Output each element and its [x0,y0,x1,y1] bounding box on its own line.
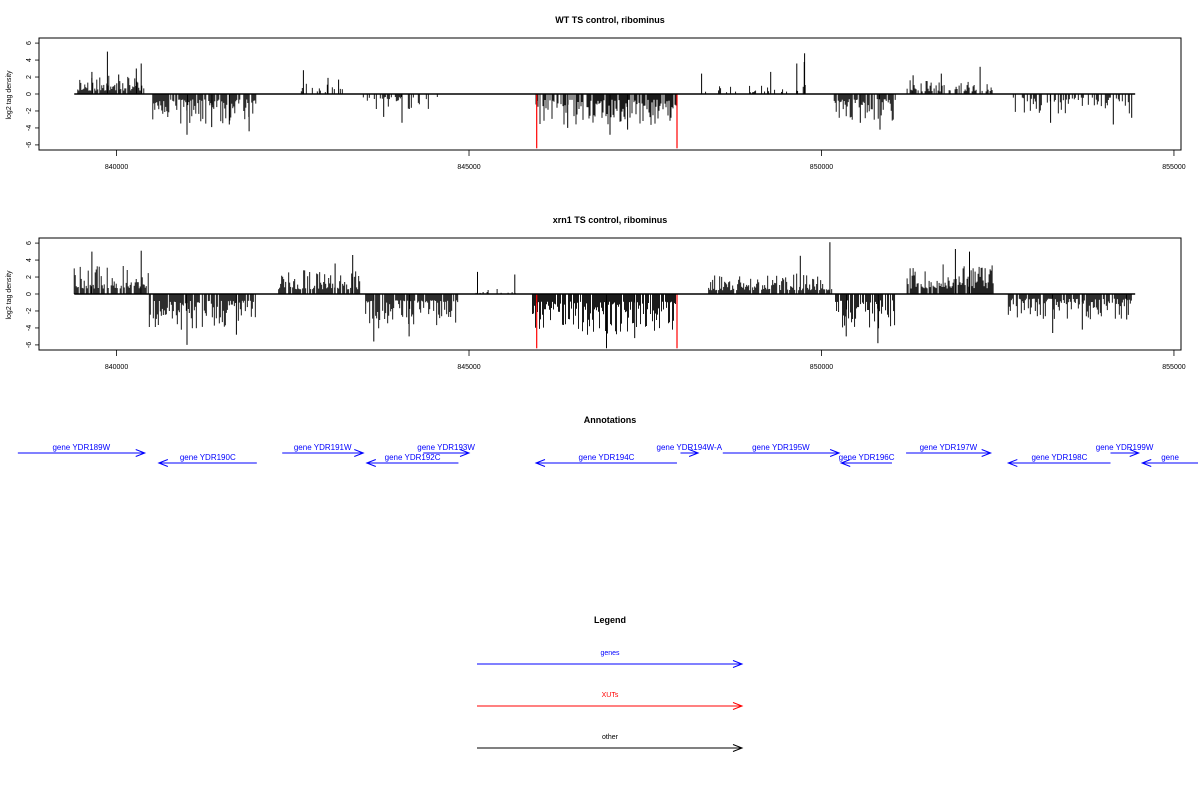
gene-label: gene YDR191W [294,443,352,452]
gene-arrow-head [1129,449,1141,457]
gene-label: gene YDR193W [417,443,475,452]
legend-label: XUTs [602,692,619,699]
gene-arrow-head [459,449,471,457]
gene-label: gene YDR196C [839,453,895,462]
y-tick-label: 2 [26,75,33,79]
xrn1-y-axis-label: log2 tag density [6,270,13,320]
gene-arrow-head [1006,459,1018,467]
gene-label: gene YDR194C [579,453,635,462]
gene-label: gene YDR198C [1031,453,1087,462]
x-tick-label: 850000 [810,364,833,371]
x-tick-label: 845000 [457,164,480,171]
y-tick-label: 0 [26,292,33,296]
gene-arrow-head [829,449,841,457]
y-tick-label: -2 [26,108,33,114]
y-tick-label: 2 [26,275,33,279]
y-tick-label: -6 [26,142,33,148]
x-tick-label: 840000 [105,364,128,371]
legend-label: genes [600,650,620,657]
annotations-title: Annotations [584,415,637,425]
gene-arrow-head [981,449,993,457]
y-tick-label: 4 [26,58,33,62]
gene-label: gene YDR192C [385,453,441,462]
gene-label: gene YDR189W [52,443,110,452]
gene-label: gene YDR199W [1096,443,1154,452]
gene-arrow-head [839,459,851,467]
legend-items: genes XUTs other [477,650,744,752]
legend-title: Legend [594,615,626,625]
legend-arrow-head [732,702,744,710]
x-tick-label: 840000 [105,164,128,171]
xrn1-track-title: xrn1 TS control, ribominus [553,215,668,225]
xrn1-track-panel: xrn1 TS control, ribominus log2 tag dens… [6,215,1186,371]
gene-arrow-head [365,459,376,467]
xrn1-bars [73,242,1132,349]
y-tick-label: -4 [26,125,33,131]
x-tick-label: 850000 [810,164,833,171]
gene-label: gene [1161,453,1179,462]
gene-label: gene YDR190C [180,453,236,462]
xrn1-axes: -6 -4 -2 0 2 4 6 840000 845000 850000 855000 [26,241,1186,371]
gene-arrow-head [534,459,546,467]
gene-arrow-head [354,449,365,457]
gene-arrow-head [135,449,147,457]
y-tick-label: -2 [26,308,33,314]
gene-arrows: gene YDR189W gene YDR190C gene YDR191W gene… [17,443,1198,467]
legend-arrow-head [732,660,744,668]
x-tick-label: 855000 [1162,164,1185,171]
gene-label: gene YDR197W [920,443,978,452]
wt-track-title: WT TS control, ribominus [555,15,665,25]
y-tick-label: 6 [26,241,33,245]
y-tick-label: 4 [26,258,33,262]
legend-label: other [602,734,619,741]
gene-label: gene YDR194W-A [657,443,723,452]
wt-track-panel: WT TS control, ribominus log2 tag densit… [6,15,1186,171]
y-tick-label: -6 [26,342,33,348]
gene-arrow-head [688,449,700,457]
gene-arrow-head [157,459,169,467]
wt-axes: -6 -4 -2 0 2 4 6 840000 845000 850000 855000 [26,41,1186,171]
y-tick-label: -4 [26,325,33,331]
x-tick-label: 855000 [1162,364,1185,371]
y-tick-label: 6 [26,41,33,45]
wt-y-axis-label: log2 tag density [6,70,13,120]
gene-label: gene YDR195W [752,443,810,452]
y-tick-label: 0 [26,92,33,96]
x-tick-label: 845000 [457,364,480,371]
gene-arrow-head [1140,459,1152,467]
wt-bars [77,51,1133,149]
legend-panel: Legend genes XUTs other [477,615,744,752]
legend-arrow-head [732,744,744,752]
